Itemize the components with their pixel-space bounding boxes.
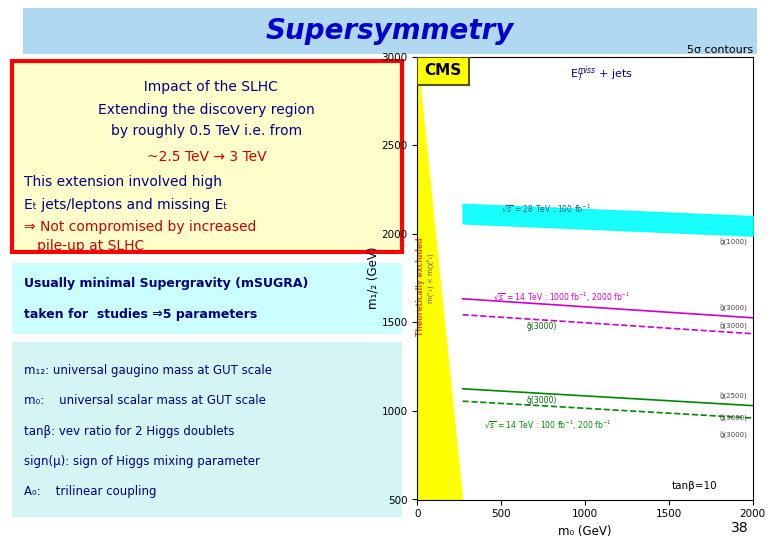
FancyBboxPatch shape <box>12 62 402 252</box>
Text: $\sqrt{s}$ = 14 TeV : 100 fb$^{-1}$, 200 fb$^{-1}$: $\sqrt{s}$ = 14 TeV : 100 fb$^{-1}$, 200… <box>484 418 612 431</box>
Text: m(ᶜ₁) < m(χ⁰₁): m(ᶜ₁) < m(χ⁰₁) <box>427 253 434 303</box>
Text: g̃(1000): g̃(1000) <box>720 239 748 246</box>
Text: taken for  studies ⇒5 parameters: taken for studies ⇒5 parameters <box>23 308 257 321</box>
Text: 5σ contours: 5σ contours <box>686 44 753 55</box>
Text: Theoretically excluded: Theoretically excluded <box>417 238 425 336</box>
Text: Usually minimal Supergravity (mSUGRA): Usually minimal Supergravity (mSUGRA) <box>23 277 308 291</box>
Text: pile-up at SLHC: pile-up at SLHC <box>23 239 144 253</box>
Text: $\sqrt{s}$ = 28 TeV : 100 fb$^{-1}$: $\sqrt{s}$ = 28 TeV : 100 fb$^{-1}$ <box>502 202 591 214</box>
Text: $\sqrt{s}$ = 14 TeV : 1000 fb$^{-1}$, 2000 fb$^{-1}$: $\sqrt{s}$ = 14 TeV : 1000 fb$^{-1}$, 20… <box>493 291 630 304</box>
FancyBboxPatch shape <box>12 262 402 334</box>
Y-axis label: m₁/₂ (GeV): m₁/₂ (GeV) <box>367 247 380 309</box>
Text: by roughly 0.5 TeV i.e. from: by roughly 0.5 TeV i.e. from <box>111 124 303 138</box>
X-axis label: m₀ (GeV): m₀ (GeV) <box>558 525 612 538</box>
Polygon shape <box>417 57 463 500</box>
Text: g̃(3000): g̃(3000) <box>720 414 748 422</box>
Text: g̃(3000): g̃(3000) <box>526 396 557 405</box>
Text: g̃(3000): g̃(3000) <box>720 322 748 329</box>
Text: m₁₂: universal gaugino mass at GUT scale: m₁₂: universal gaugino mass at GUT scale <box>23 364 271 377</box>
Text: tanβ=10: tanβ=10 <box>672 481 717 491</box>
Text: Eₜ jets/leptons and missing Eₜ: Eₜ jets/leptons and missing Eₜ <box>23 198 227 212</box>
Text: tanβ: vev ratio for 2 Higgs doublets: tanβ: vev ratio for 2 Higgs doublets <box>23 424 234 437</box>
Text: ~2.5 TeV → 3 TeV: ~2.5 TeV → 3 TeV <box>147 150 267 164</box>
Text: g̃(3000): g̃(3000) <box>720 432 748 440</box>
Text: A₀:    trilinear coupling: A₀: trilinear coupling <box>23 485 156 498</box>
FancyBboxPatch shape <box>12 342 402 517</box>
Text: g̃(2500): g̃(2500) <box>720 393 748 400</box>
Text: Impact of the SLHC: Impact of the SLHC <box>135 79 278 93</box>
Text: CMS: CMS <box>424 63 462 78</box>
Text: This extension involved high: This extension involved high <box>23 175 222 189</box>
Text: Supersymmetry: Supersymmetry <box>266 17 514 45</box>
Text: g̃(3000): g̃(3000) <box>720 305 748 312</box>
Text: ⇒ Not compromised by increased: ⇒ Not compromised by increased <box>23 220 256 234</box>
Text: g̃(3000): g̃(3000) <box>526 322 557 332</box>
Text: m₀:    universal scalar mass at GUT scale: m₀: universal scalar mass at GUT scale <box>23 394 265 407</box>
Text: 38: 38 <box>731 521 749 535</box>
Text: sign(μ): sign of Higgs mixing parameter: sign(μ): sign of Higgs mixing parameter <box>23 455 260 468</box>
FancyBboxPatch shape <box>417 57 470 85</box>
FancyBboxPatch shape <box>23 8 757 54</box>
Text: E$_T^{miss}$ + jets: E$_T^{miss}$ + jets <box>570 65 633 84</box>
Text: Extending the discovery region: Extending the discovery region <box>98 103 315 117</box>
